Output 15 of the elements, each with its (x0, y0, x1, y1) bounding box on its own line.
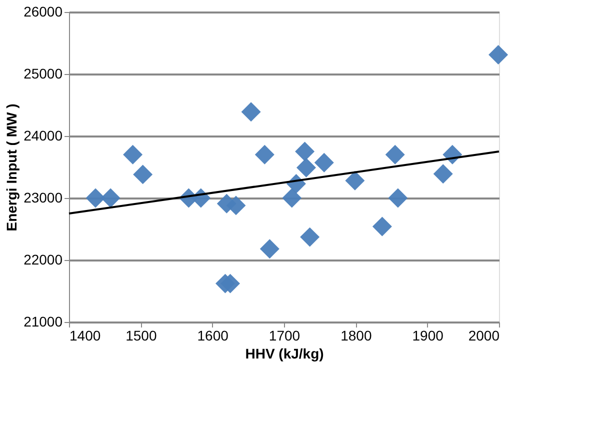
y-tick-label: 22000 (24, 252, 63, 268)
y-tick-label: 26000 (24, 4, 63, 20)
y-tick-label: 24000 (24, 128, 63, 144)
y-tick-label: 25000 (24, 66, 63, 82)
x-tick-label: 1700 (268, 328, 300, 344)
x-tick-label: 1500 (126, 328, 157, 344)
y-tick-label: 23000 (24, 190, 63, 206)
x-tick-label: 1900 (412, 328, 444, 344)
x-tick-label: 1600 (197, 328, 229, 344)
x-tick-label: 1400 (70, 328, 101, 344)
x-tick-label: 2000 (468, 328, 500, 344)
y-tick-label: 21000 (24, 314, 63, 330)
x-axis-title: HHV (kJ/kg) (245, 346, 324, 362)
y-axis-title: Energi Input ( MW ) (4, 104, 20, 232)
x-tick-label: 1800 (340, 328, 372, 344)
